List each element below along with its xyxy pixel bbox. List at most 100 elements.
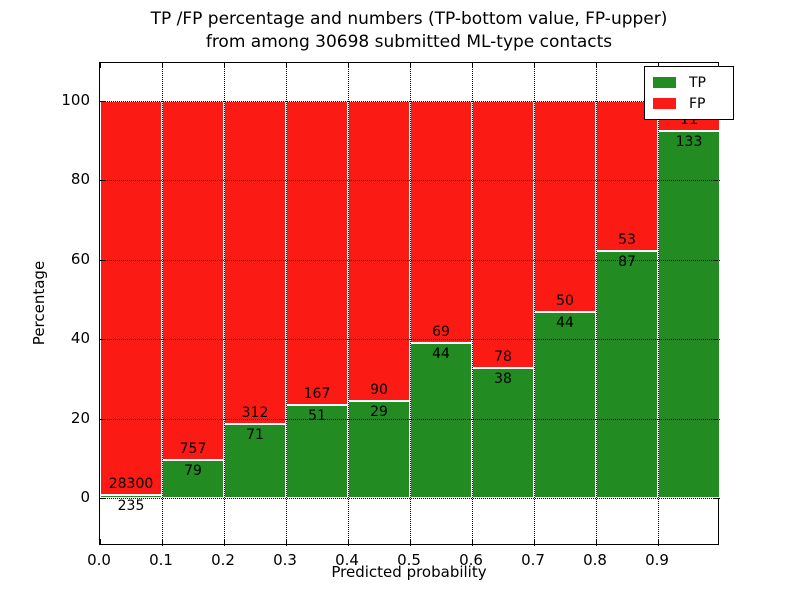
tp-count-label: 44 [432, 346, 450, 363]
fp-bar [534, 101, 596, 313]
x-tick-label: 0.1 [149, 551, 173, 569]
tp-count-label: 235 [117, 497, 145, 514]
x-tick-mark [224, 539, 225, 544]
x-tick-mark [286, 539, 287, 544]
tp-legend-swatch [653, 77, 676, 88]
fp-bar [596, 101, 658, 252]
x-tick-mark [658, 63, 659, 68]
tp-count-label: 38 [494, 370, 512, 387]
v-gridline [596, 63, 597, 546]
chart-title-line2: from among 30698 submitted ML-type conta… [205, 32, 613, 52]
v-gridline [534, 63, 535, 546]
x-tick-mark [472, 63, 473, 68]
x-tick-mark [410, 63, 411, 68]
fp-count-label: 78 [494, 348, 512, 365]
fp-count-label: 53 [618, 232, 636, 249]
x-axis-label: Predicted probability [331, 563, 487, 581]
x-tick-label: 0.5 [397, 551, 421, 569]
tp-count-label: 44 [556, 315, 574, 332]
chart-title-line1: TP /FP percentage and numbers (TP-bottom… [150, 9, 668, 29]
x-tick-mark [410, 539, 411, 544]
h-gridline [100, 259, 720, 261]
x-tick-mark [100, 539, 101, 544]
x-tick-mark [596, 539, 597, 544]
tp-bar [348, 401, 410, 498]
tp-bar [658, 131, 720, 498]
x-tick-label: 0.9 [645, 551, 669, 569]
plot-area: TP FP 28300 235 757 79 312 71 167 51 90 29 69 44 78 38… [99, 62, 734, 546]
v-gridline [410, 63, 411, 546]
fp-bar [348, 101, 410, 402]
legend-label: FP [689, 95, 706, 112]
y-tick-label: 20 [70, 408, 90, 427]
x-tick-mark [534, 539, 535, 544]
y-tick-label: 100 [61, 91, 90, 110]
x-tick-label: 0.8 [583, 551, 607, 569]
y-tick-label: 40 [70, 329, 90, 348]
x-tick-label: 0.0 [87, 551, 111, 569]
legend-item: FP [653, 93, 725, 114]
x-tick-label: 0.7 [521, 551, 545, 569]
fp-legend-swatch [653, 98, 676, 109]
y-tick-mark [713, 418, 718, 420]
tp-bar [286, 405, 348, 498]
y-tick-mark [100, 101, 105, 103]
tp-bar [596, 251, 658, 498]
v-gridline [224, 63, 225, 546]
x-tick-mark [658, 539, 659, 544]
tp-bar [162, 460, 224, 498]
x-tick-label: 0.3 [273, 551, 297, 569]
x-tick-mark [224, 63, 225, 68]
h-gridline [100, 339, 720, 341]
fp-count-label: 757 [179, 441, 207, 458]
y-tick-mark [100, 497, 105, 499]
y-tick-label: 0 [80, 487, 90, 506]
v-gridline [286, 63, 287, 546]
tp-count-label: 87 [618, 254, 636, 271]
fp-count-label: 69 [432, 324, 450, 341]
x-tick-mark [162, 539, 163, 544]
x-tick-mark [472, 539, 473, 544]
legend-label: TP [689, 74, 706, 91]
fp-count-label: 90 [370, 382, 388, 399]
x-tick-mark [100, 63, 101, 68]
x-tick-label: 0.2 [211, 551, 235, 569]
x-tick-label: 0.6 [459, 551, 483, 569]
y-tick-label: 80 [70, 170, 90, 189]
fp-count-label: 167 [303, 386, 331, 403]
v-gridline [162, 63, 163, 546]
fp-bar [472, 101, 534, 368]
v-gridline [348, 63, 349, 546]
x-tick-label: 0.4 [335, 551, 359, 569]
tp-count-label: 133 [675, 134, 703, 151]
h-gridline [100, 418, 720, 420]
y-tick-mark [100, 259, 105, 261]
legend: TP FP [644, 66, 734, 120]
fp-bar [286, 101, 348, 406]
fp-bar [100, 101, 162, 495]
y-tick-mark [100, 339, 105, 341]
y-tick-mark [713, 259, 718, 261]
y-tick-mark [100, 180, 105, 182]
h-gridline [100, 497, 720, 499]
y-tick-mark [100, 418, 105, 420]
tp-count-label: 79 [184, 463, 202, 480]
x-tick-mark [596, 63, 597, 68]
x-tick-mark [162, 63, 163, 68]
v-gridline [472, 63, 473, 546]
legend-item: TP [653, 72, 725, 93]
tp-bar [472, 367, 534, 498]
y-tick-label: 60 [70, 249, 90, 268]
chart-title: TP /FP percentage and numbers (TP-bottom… [99, 8, 719, 54]
fp-count-label: 312 [241, 405, 269, 422]
fp-bar [162, 101, 224, 461]
fp-bar [410, 101, 472, 344]
fp-count-label: 28300 [108, 475, 154, 492]
tp-count-label: 29 [370, 404, 388, 421]
x-tick-mark [286, 63, 287, 68]
tp-count-label: 51 [308, 408, 326, 425]
x-tick-mark [348, 63, 349, 68]
y-tick-mark [713, 497, 718, 499]
v-gridline [658, 63, 659, 546]
